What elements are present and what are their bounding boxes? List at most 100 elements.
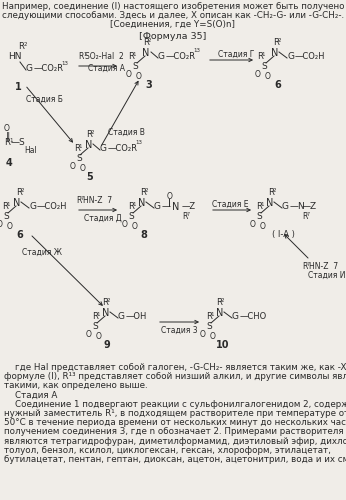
Text: R: R <box>16 188 22 197</box>
Text: S: S <box>256 212 262 221</box>
Text: R: R <box>128 52 134 61</box>
Text: R: R <box>92 312 98 321</box>
Text: где Hal представляет собой галоген, -G-CH₂- является таким же, как -X- в: где Hal представляет собой галоген, -G-C… <box>4 363 346 372</box>
Text: O: O <box>255 70 261 79</box>
Text: O: O <box>4 124 10 133</box>
Text: S: S <box>92 322 98 331</box>
Text: N: N <box>266 198 273 208</box>
Text: Например, соединение (I) настоящего изобретения может быть получено: Например, соединение (I) настоящего изоб… <box>2 2 344 11</box>
Text: ( I-A ): ( I-A ) <box>272 230 295 239</box>
Text: 1: 1 <box>210 312 213 317</box>
Text: являются тетрагидрофуран, диметилформамид, диэтиловый эфир, дихлорметан,: являются тетрагидрофуран, диметилформами… <box>4 436 346 446</box>
Text: N: N <box>102 308 109 318</box>
Text: 2: 2 <box>24 42 27 47</box>
Text: O: O <box>0 220 3 229</box>
Text: 7: 7 <box>81 196 84 201</box>
Text: 2: 2 <box>221 298 225 303</box>
Text: Стадия А: Стадия А <box>88 64 125 73</box>
Text: 1: 1 <box>261 52 264 57</box>
Text: 13: 13 <box>193 48 200 53</box>
Text: G: G <box>100 144 107 153</box>
Text: HN-Z  7: HN-Z 7 <box>309 262 338 271</box>
Text: 1: 1 <box>260 202 264 207</box>
Text: R: R <box>78 52 83 61</box>
Text: S: S <box>128 212 134 221</box>
Text: бутилацетат, пентан, гептан, диоксан, ацетон, ацетонитрил, вода и их смесь.: бутилацетат, пентан, гептан, диоксан, ац… <box>4 455 346 464</box>
Text: S: S <box>206 322 212 331</box>
Text: R: R <box>302 212 307 221</box>
Text: ‖: ‖ <box>6 132 10 141</box>
Text: 2: 2 <box>107 298 110 303</box>
Text: 7: 7 <box>187 212 190 217</box>
Text: 1: 1 <box>78 144 82 149</box>
Text: —CO₂H: —CO₂H <box>37 202 67 211</box>
Text: 1: 1 <box>6 202 9 207</box>
Text: N: N <box>216 308 224 318</box>
Text: 6: 6 <box>16 230 23 240</box>
Text: G: G <box>282 202 289 211</box>
Text: R: R <box>102 298 108 307</box>
Text: следующими способами. Здесь и далее, X описан как -CH₂-G- или -G-CH₂-.: следующими способами. Здесь и далее, X о… <box>2 11 344 20</box>
Text: формуле (I), R¹³ представляет собой низший алкил, и другие символы являются: формуле (I), R¹³ представляет собой низш… <box>4 372 346 381</box>
Text: нужный заместитель R¹, в подходящем растворителе при температуре от 0°C до: нужный заместитель R¹, в подходящем раст… <box>4 409 346 418</box>
Text: O: O <box>167 192 173 201</box>
Text: G: G <box>158 52 165 61</box>
Text: Стадия Б: Стадия Б <box>26 95 63 104</box>
Text: 1: 1 <box>132 52 136 57</box>
Text: G: G <box>232 312 239 321</box>
Text: R: R <box>273 38 279 47</box>
Text: —S: —S <box>11 138 26 147</box>
Text: O: O <box>250 220 256 229</box>
Text: S: S <box>261 62 267 71</box>
Text: R: R <box>257 52 263 61</box>
Text: O: O <box>210 332 216 341</box>
Text: R: R <box>302 262 307 271</box>
Text: —OH: —OH <box>126 312 147 321</box>
Text: R: R <box>256 202 262 211</box>
Text: 2: 2 <box>91 130 94 135</box>
Text: 50°C в течение периода времени от нескольких минут до нескольких часов с: 50°C в течение периода времени от нескол… <box>4 418 346 427</box>
Text: R: R <box>74 144 80 153</box>
Text: 13: 13 <box>135 140 142 145</box>
Text: R: R <box>268 188 274 197</box>
Text: 2: 2 <box>278 38 282 43</box>
Text: 2: 2 <box>273 188 276 193</box>
Text: R: R <box>2 202 8 211</box>
Text: O: O <box>96 332 102 341</box>
Text: R: R <box>140 188 146 197</box>
Text: 7: 7 <box>307 262 310 267</box>
Text: N: N <box>271 48 279 58</box>
Text: R: R <box>86 130 92 139</box>
Text: —Z: —Z <box>182 202 196 211</box>
Text: толуол, бензол, ксилол, циклогексан, гексан, хлороформ, этилацетат,: толуол, бензол, ксилол, циклогексан, гек… <box>4 446 331 455</box>
Text: R: R <box>76 196 81 205</box>
Text: Стадия А: Стадия А <box>4 390 57 400</box>
Text: Стадия И: Стадия И <box>308 271 346 280</box>
Text: R: R <box>128 202 134 211</box>
Text: Стадия В: Стадия В <box>108 128 145 137</box>
Text: SO₂-Hal  2: SO₂-Hal 2 <box>85 52 124 61</box>
Text: N: N <box>138 198 145 208</box>
Text: —N: —N <box>290 202 306 211</box>
Text: O: O <box>132 222 138 231</box>
Text: O: O <box>122 220 128 229</box>
Text: O: O <box>70 162 76 171</box>
Text: S: S <box>76 154 82 163</box>
Text: G: G <box>26 64 33 73</box>
Text: N: N <box>85 140 92 150</box>
Text: 1: 1 <box>9 138 12 143</box>
Text: O: O <box>200 330 206 339</box>
Text: 2: 2 <box>148 38 152 43</box>
Text: —Z: —Z <box>302 202 317 211</box>
Text: 6: 6 <box>274 80 281 90</box>
Text: O: O <box>265 72 271 81</box>
Text: R: R <box>18 42 24 51</box>
Text: 2: 2 <box>145 188 148 193</box>
Text: O: O <box>136 72 142 81</box>
Text: 13: 13 <box>61 61 68 66</box>
Text: O: O <box>126 70 132 79</box>
Text: [Формула 35]: [Формула 35] <box>139 32 207 41</box>
Text: R: R <box>143 38 149 47</box>
Text: G: G <box>154 202 161 211</box>
Text: Стадия Г: Стадия Г <box>218 50 254 59</box>
